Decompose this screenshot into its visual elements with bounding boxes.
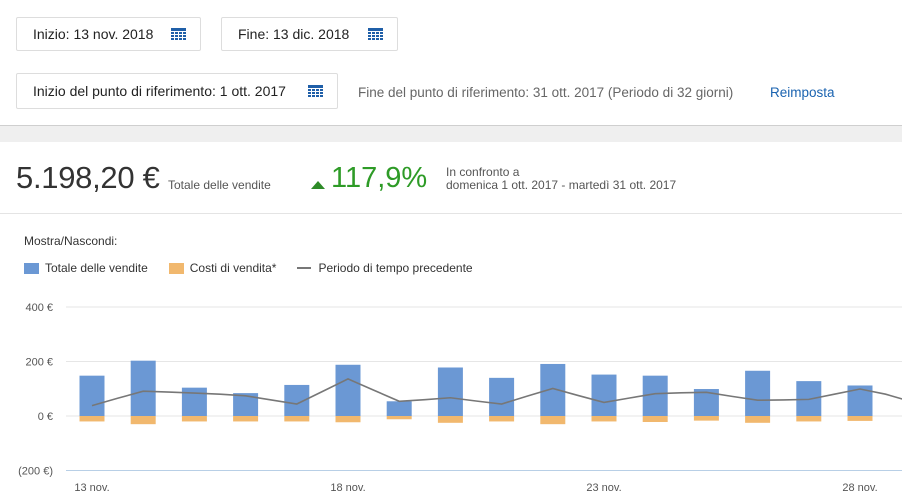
- sales-bar: [335, 364, 361, 416]
- sales-bar: [386, 401, 412, 416]
- change-percentage: 117,9%: [331, 162, 428, 194]
- calendar-icon: [308, 84, 323, 97]
- sales-bar: [130, 360, 156, 416]
- x-tick-label: 28 nov.: [842, 482, 877, 494]
- total-sales-value: 5.198,20 €: [16, 160, 160, 195]
- compare-range: domenica 1 ott. 2017 - martedì 31 ott. 2…: [446, 178, 677, 192]
- costs-bar: [489, 416, 515, 422]
- y-tick-label: 400 €: [25, 302, 53, 314]
- x-tick-label: 23 nov.: [586, 482, 621, 494]
- legend-swatch-orange: [168, 262, 184, 274]
- legend-swatch-blue: [24, 262, 39, 274]
- y-tick-label: 0 €: [38, 411, 53, 423]
- y-tick-label: (200 €): [18, 466, 53, 478]
- legend-item-sales-costs[interactable]: Costi di vendita*: [168, 261, 277, 275]
- sales-bar: [79, 375, 105, 416]
- costs-bar: [796, 416, 822, 422]
- sales-chart: 400 € 200 € 0 € (200 €) 13 nov. 18 nov. 23 nov…: [18, 302, 902, 494]
- x-tick-label: 18 nov.: [330, 482, 365, 494]
- sales-bar: [437, 367, 463, 416]
- costs-bar: [642, 416, 668, 422]
- sales-bar: [181, 387, 207, 416]
- costs-bar: [181, 416, 207, 422]
- costs-bar: [591, 416, 617, 422]
- legend-swatch-line: [297, 267, 312, 269]
- legend-item-total-sales[interactable]: Totale delle vendite: [24, 261, 148, 275]
- x-tick-label: 13 nov.: [74, 482, 109, 494]
- total-sales-label: Totale delle vendite: [168, 178, 271, 192]
- costs-bar: [437, 416, 463, 423]
- sales-bar: [745, 370, 771, 416]
- costs-bar: [540, 416, 566, 425]
- section-divider: [0, 125, 902, 142]
- reset-link[interactable]: Reimposta: [770, 85, 835, 100]
- arrow-up-icon: [311, 181, 325, 189]
- costs-bar: [233, 416, 259, 422]
- legend-label: Periodo di tempo precedente: [318, 261, 473, 275]
- end-date-label: Fine: 13 dic. 2018: [238, 26, 350, 42]
- chart-legend: Totale delle vendite Costi di vendita* P…: [24, 261, 494, 275]
- calendar-icon: [368, 27, 383, 40]
- legend-label: Costi di vendita*: [189, 261, 277, 275]
- sales-bar: [489, 377, 515, 416]
- baseline-start-picker[interactable]: Inizio del punto di riferimento: 1 ott. …: [16, 73, 338, 109]
- previous-period-line: [91, 378, 902, 407]
- sales-bar: [233, 393, 259, 416]
- baseline-end-text: Fine del punto di riferimento: 31 ott. 2…: [358, 85, 734, 100]
- costs-bar: [693, 416, 719, 421]
- sales-bar: [796, 381, 822, 416]
- sales-bar: [591, 374, 617, 416]
- costs-bar: [335, 416, 361, 423]
- legend-item-previous-period[interactable]: Periodo di tempo precedente: [297, 261, 473, 275]
- calendar-icon: [171, 27, 186, 40]
- costs-bar: [386, 416, 412, 420]
- compare-label: In confronto a: [446, 165, 520, 179]
- start-date-label: Inizio: 13 nov. 2018: [33, 26, 154, 42]
- sales-bar: [540, 363, 566, 416]
- baseline-start-label: Inizio del punto di riferimento: 1 ott. …: [33, 83, 286, 99]
- costs-bar: [79, 416, 105, 422]
- costs-bar: [130, 416, 156, 425]
- costs-bar: [745, 416, 771, 423]
- end-date-picker[interactable]: Fine: 13 dic. 2018: [221, 17, 398, 51]
- start-date-picker[interactable]: Inizio: 13 nov. 2018: [16, 17, 201, 51]
- y-tick-label: 200 €: [25, 357, 53, 369]
- costs-bar: [847, 416, 873, 421]
- costs-bar: [284, 416, 310, 422]
- legend-label: Totale delle vendite: [45, 261, 148, 275]
- show-hide-title: Mostra/Nascondi:: [24, 234, 118, 248]
- summary-divider: [0, 213, 902, 214]
